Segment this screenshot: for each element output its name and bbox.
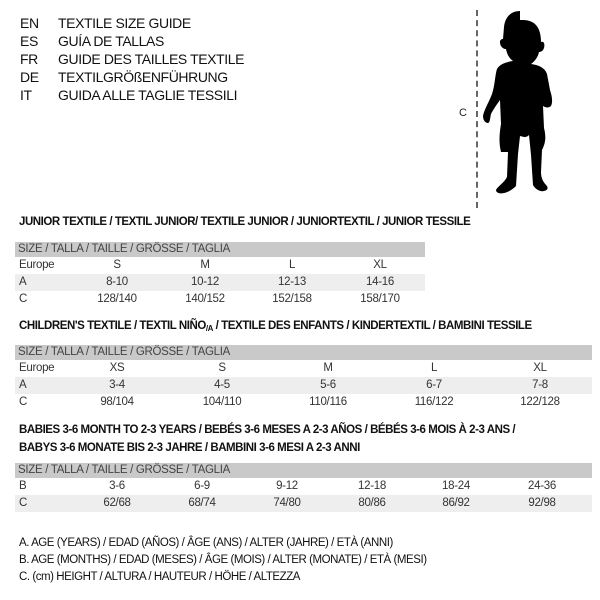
table-cell: 128/140 <box>97 293 137 305</box>
table-cell: XL <box>533 362 547 374</box>
table-cell: 116/122 <box>414 396 454 408</box>
table-cell: S <box>218 362 226 374</box>
table-cell: XS <box>109 362 125 374</box>
table-row: C 128/140 140/152 152/158 158/170 <box>15 291 425 308</box>
table-cell: 152/158 <box>272 293 312 305</box>
table-cell: XL <box>373 259 387 271</box>
height-dashed-line <box>476 10 478 208</box>
row-label: Europe <box>19 259 55 271</box>
babies-section-title-line2: BABYS 3-6 MONATE BIS 2-3 JAHRE / BAMBINI… <box>19 442 360 454</box>
language-code: EN <box>20 15 39 31</box>
table-cell: 14-16 <box>366 276 394 288</box>
table-header: SIZE / TALLA / TAILLE / GRÖSSE / TAGLIA <box>15 345 592 360</box>
language-title: TEXTILGRÖßENFÜHRUNG <box>58 69 228 85</box>
table-cell: 12-18 <box>358 480 386 492</box>
title-part: CHILDREN'S TEXTILE / TEXTIL NIÑO <box>19 320 206 332</box>
row-label: Europe <box>19 362 55 374</box>
row-label: A <box>19 379 27 391</box>
table-cell: 68/74 <box>188 497 216 509</box>
table-cell: L <box>430 362 438 374</box>
table-cell: 5-6 <box>320 379 336 391</box>
legend-line: C. (cm) HEIGHT / ALTURA / HAUTEUR / HÖHE… <box>19 571 301 583</box>
table-cell: 110/116 <box>309 396 347 408</box>
table-row: A 3-4 4-5 5-6 6-7 7-8 <box>15 377 592 394</box>
junior-section-title: JUNIOR TEXTILE / TEXTIL JUNIOR/ TEXTILE … <box>19 216 471 228</box>
row-label: C <box>19 293 28 305</box>
table-cell: 3-6 <box>109 480 125 492</box>
table-cell: 140/152 <box>185 293 225 305</box>
legend: A. AGE (YEARS) / EDAD (AÑOS) / ÂGE (ANS)… <box>19 535 427 586</box>
height-label: C <box>459 107 467 119</box>
language-title: GUÍA DE TALLAS <box>58 33 164 49</box>
table-cell: 80/86 <box>358 497 386 509</box>
junior-size-table: SIZE / TALLA / TAILLE / GRÖSSE / TAGLIA E… <box>15 242 425 308</box>
table-cell: 18-24 <box>442 480 470 492</box>
table-cell: 6-9 <box>194 480 210 492</box>
table-cell: 62/68 <box>103 497 131 509</box>
row-label: C <box>19 497 28 509</box>
table-cell: 7-8 <box>532 379 548 391</box>
table-cell: 3-4 <box>109 379 125 391</box>
language-code: ES <box>20 33 38 49</box>
table-cell: 74/80 <box>273 497 301 509</box>
children-section-title: CHILDREN'S TEXTILE / TEXTIL NIÑO/A / TEX… <box>19 320 532 333</box>
table-row: C 98/104 104/110 110/116 116/122 122/128 <box>15 394 592 411</box>
table-cell: S <box>113 259 121 271</box>
table-cell: 10-12 <box>191 276 219 288</box>
legend-line: B. AGE (MONTHS) / EDAD (MESES) / ÂGE (MO… <box>19 554 427 566</box>
table-cell: M <box>200 259 210 271</box>
table-cell: 98/104 <box>100 396 134 408</box>
row-label: A <box>19 276 27 288</box>
table-cell: 104/110 <box>202 396 242 408</box>
table-header: SIZE / TALLA / TAILLE / GRÖSSE / TAGLIA <box>15 242 425 257</box>
table-row: C 62/68 68/74 74/80 80/86 86/92 92/98 <box>15 495 592 512</box>
language-code: IT <box>20 87 32 103</box>
babies-size-table: SIZE / TALLA / TAILLE / GRÖSSE / TAGLIA B… <box>15 463 592 512</box>
table-row: A 8-10 10-12 12-13 14-16 <box>15 274 425 291</box>
legend-line: A. AGE (YEARS) / EDAD (AÑOS) / ÂGE (ANS)… <box>19 537 393 549</box>
table-cell: 9-12 <box>276 480 298 492</box>
child-silhouette-icon <box>483 11 553 194</box>
row-label: B <box>19 480 27 492</box>
table-cell: 122/128 <box>520 396 560 408</box>
table-cell: M <box>323 362 333 374</box>
table-cell: 12-13 <box>278 276 306 288</box>
table-row: Europe XS S M L XL <box>15 360 592 377</box>
table-header: SIZE / TALLA / TAILLE / GRÖSSE / TAGLIA <box>15 463 592 478</box>
language-code: DE <box>20 69 39 85</box>
table-cell: 158/170 <box>360 293 400 305</box>
table-cell: 92/98 <box>528 497 556 509</box>
children-size-table: SIZE / TALLA / TAILLE / GRÖSSE / TAGLIA E… <box>15 345 592 411</box>
table-cell: 86/92 <box>442 497 470 509</box>
babies-section-title-line1: BABIES 3-6 MONTH TO 2-3 YEARS / BEBÉS 3-… <box>19 424 516 436</box>
title-subscript: /A <box>205 324 214 333</box>
language-title: TEXTILE SIZE GUIDE <box>58 15 191 31</box>
table-cell: 6-7 <box>426 379 442 391</box>
row-label: C <box>19 396 28 408</box>
table-row: B 3-6 6-9 9-12 12-18 18-24 24-36 <box>15 478 592 495</box>
table-row: Europe S M L XL <box>15 257 425 274</box>
language-title: GUIDE DES TAILLES TEXTILE <box>58 51 245 67</box>
table-cell: L <box>288 259 296 271</box>
table-cell: 4-5 <box>214 379 230 391</box>
table-cell: 24-36 <box>528 480 556 492</box>
language-title: GUIDA ALLE TAGLIE TESSILI <box>58 87 238 103</box>
language-code: FR <box>20 51 38 67</box>
title-part: / TEXTILE DES ENFANTS / KINDERTEXTIL / B… <box>212 320 533 332</box>
table-cell: 8-10 <box>106 276 128 288</box>
